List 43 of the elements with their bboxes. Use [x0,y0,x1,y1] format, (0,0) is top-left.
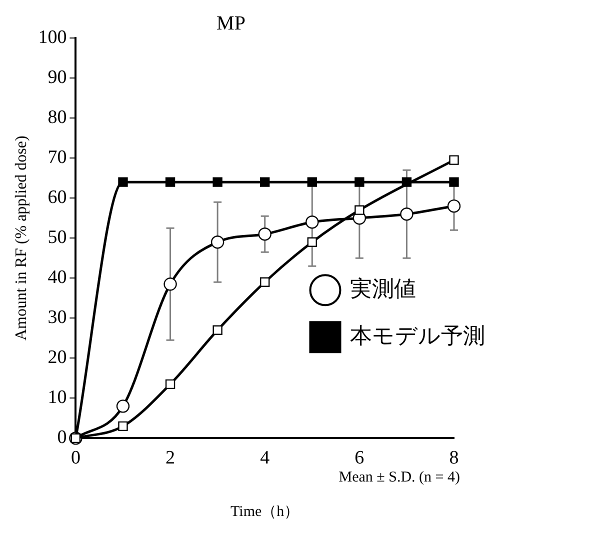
legend-label: 本モデル予測 [350,324,486,349]
point [260,177,270,187]
x-tick-label: 8 [449,448,459,469]
point [260,277,270,287]
y-tick-label: 70 [48,147,67,168]
point [258,228,272,241]
y-tick-label: 90 [48,67,67,88]
y-tick-label: 80 [48,107,67,128]
y-tick-label: 30 [48,307,67,328]
point [165,379,176,390]
legend-label: 実測値 [350,276,416,302]
point [164,278,177,291]
y-tick-label: 40 [48,267,67,288]
x-tick-label: 2 [166,448,176,469]
y-tick-label: 60 [48,187,67,208]
x-tick-label: 0 [70,448,80,469]
y-axis-title: Amount in RF (% applied dose) [12,136,30,341]
point [447,199,461,213]
point [165,177,176,187]
point [306,215,319,229]
point [449,177,459,187]
x-tick-label: 6 [354,448,364,469]
y-tick-label: 20 [48,347,67,368]
point [116,400,130,413]
chart-title: MP [216,12,246,34]
y-tick-label: 100 [38,26,67,48]
y-tick-label: 10 [48,387,67,408]
x-axis-title: Time（h） [230,504,300,520]
point [118,177,128,187]
point [400,207,414,221]
point [354,177,364,187]
point [212,177,222,187]
point [118,421,128,432]
text: Mean ± S.D. (n = 4) [338,470,460,486]
point [449,155,459,165]
point [307,237,317,247]
point [210,236,224,249]
y-tick-label: 0 [57,427,67,448]
point [212,325,222,335]
x-tick-label: 4 [260,448,270,469]
point [354,205,364,215]
y-tick-label: 50 [48,227,67,248]
point [307,177,317,187]
